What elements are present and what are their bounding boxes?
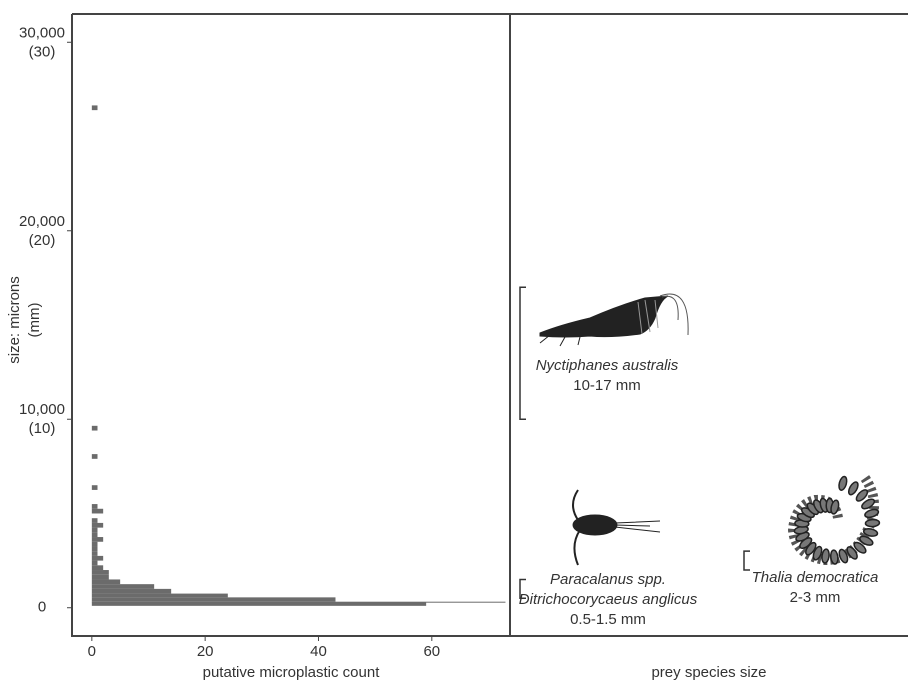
salp-bud (838, 475, 848, 491)
bar (91, 551, 98, 556)
bar (91, 508, 104, 514)
y-tick-label: 30,000 (30) (19, 24, 65, 60)
bar (91, 532, 98, 538)
salp-bud (859, 535, 874, 546)
y-tick-label: 10,000 (10) (19, 401, 65, 437)
y-axis-label: size: microns (6, 276, 23, 364)
bar (91, 541, 98, 547)
species-size: 10-17 mm (573, 377, 641, 394)
y-axis-unit: (mm) (26, 303, 43, 338)
right-panel-label: prey species size (651, 664, 766, 681)
y-tick-label: 0 (38, 599, 46, 616)
bar (91, 602, 427, 606)
salp-bud (864, 518, 881, 528)
species-name: Paracalanus spp. (550, 571, 666, 588)
salp-bud (862, 527, 879, 537)
bar (91, 537, 104, 542)
bar (91, 546, 98, 552)
salp-bud (864, 508, 880, 519)
bar (91, 425, 98, 431)
salp-bud (812, 545, 823, 561)
salp-bud (846, 546, 858, 560)
x-tick-label: 20 (197, 643, 214, 660)
krill-illustration (539, 293, 689, 347)
bar (91, 105, 98, 111)
bar (91, 560, 98, 566)
x-tick-label: 40 (310, 643, 327, 660)
species-name: Nyctiphanes australis (536, 357, 679, 374)
salp-bud (838, 548, 849, 564)
bar (91, 597, 336, 602)
y-tick-label: 20,000 (20) (19, 213, 65, 249)
bar (91, 570, 109, 575)
size-bracket (743, 550, 750, 571)
salp-bud (821, 548, 830, 564)
bar (91, 518, 98, 523)
copepod-illustration (572, 489, 661, 566)
bar (91, 527, 98, 533)
x-tick-label: 0 (88, 643, 96, 660)
size-bracket (519, 286, 526, 420)
bar (91, 584, 155, 589)
species-name: Thalia democratica (752, 569, 879, 586)
bar (91, 601, 506, 603)
species-name: Ditrichocorycaeus anglicus (519, 591, 698, 608)
salp-bud (830, 499, 840, 515)
bar (91, 522, 104, 528)
species-size: 2-3 mm (790, 589, 841, 606)
salp-bud (830, 549, 839, 565)
salp-bud (853, 541, 867, 554)
salp-bud (847, 481, 859, 496)
size-bracket (519, 578, 526, 600)
salp-illustration (787, 475, 881, 566)
bar (91, 485, 98, 490)
bar (91, 579, 121, 585)
bar (91, 504, 98, 509)
bar (91, 454, 98, 459)
salp-bud (855, 489, 869, 502)
bar (91, 574, 109, 580)
bar (91, 555, 104, 561)
species-size: 0.5-1.5 mm (570, 611, 646, 628)
bar (91, 565, 104, 571)
bar (91, 588, 172, 594)
x-tick-label: 60 (423, 643, 440, 660)
bar (91, 593, 228, 598)
x-axis-label: putative microplastic count (203, 664, 381, 681)
panel-frame (71, 13, 908, 637)
salp-bud (861, 498, 876, 510)
